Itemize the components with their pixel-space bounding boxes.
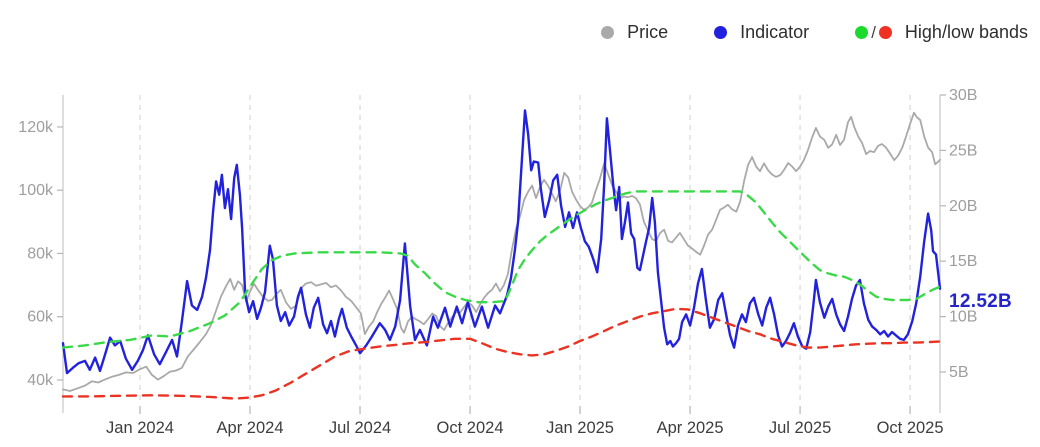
legend-item-price[interactable]: Price (601, 22, 668, 43)
series-high-band (61, 190, 942, 349)
price-legend-dot-icon (601, 26, 615, 39)
left-axis-tick-label: 120k (18, 119, 54, 136)
series-price (62, 111, 941, 392)
legend-label-high-low-bands: High/low bands (904, 22, 1028, 42)
x-axis-tick-label: Oct 2025 (877, 419, 944, 437)
right-axis-tick-label: 10B (949, 309, 977, 326)
x-axis-tick-label: Jan 2025 (546, 419, 614, 437)
legend-item-high-low-bands[interactable]: / High/low bands (855, 22, 1028, 43)
chart-legend: Price Indicator / High/low bands (601, 22, 1028, 43)
x-axis-tick-label: Apr 2025 (657, 419, 724, 437)
left-axis-tick-label: 60k (27, 309, 54, 326)
series-indicator (61, 109, 942, 375)
legend-item-indicator[interactable]: Indicator (714, 22, 809, 43)
band-legend-dots: / (855, 23, 892, 43)
x-axis-tick-label: Jul 2025 (769, 419, 831, 437)
legend-label-indicator: Indicator (740, 22, 810, 42)
left-axis-tick-label: 40k (27, 372, 54, 389)
current-indicator-value-badge: 12.52B (949, 291, 1013, 312)
indicator-legend-dot-icon (714, 26, 728, 39)
low-band-legend-dot-icon (878, 26, 892, 39)
right-axis-tick-label: 5B (949, 364, 969, 381)
x-axis-tick-label: Apr 2024 (217, 419, 284, 437)
series-low-band (61, 307, 942, 400)
legend-label-price: Price (627, 22, 669, 42)
right-axis-tick-label: 20B (949, 198, 977, 215)
left-axis-tick-label: 100k (18, 182, 54, 199)
band-legend-separator: / (871, 22, 876, 42)
x-axis-tick-label: Oct 2024 (437, 419, 504, 437)
right-axis-tick-label: 15B (949, 253, 977, 270)
high-band-legend-dot-icon (855, 26, 869, 39)
right-axis-tick-label: 25B (949, 142, 977, 159)
x-axis-tick-label: Jan 2024 (106, 419, 174, 437)
left-axis-tick-label: 80k (27, 245, 54, 262)
right-axis-tick-label: 30B (949, 87, 977, 104)
x-axis-tick-label: Jul 2024 (329, 419, 391, 437)
